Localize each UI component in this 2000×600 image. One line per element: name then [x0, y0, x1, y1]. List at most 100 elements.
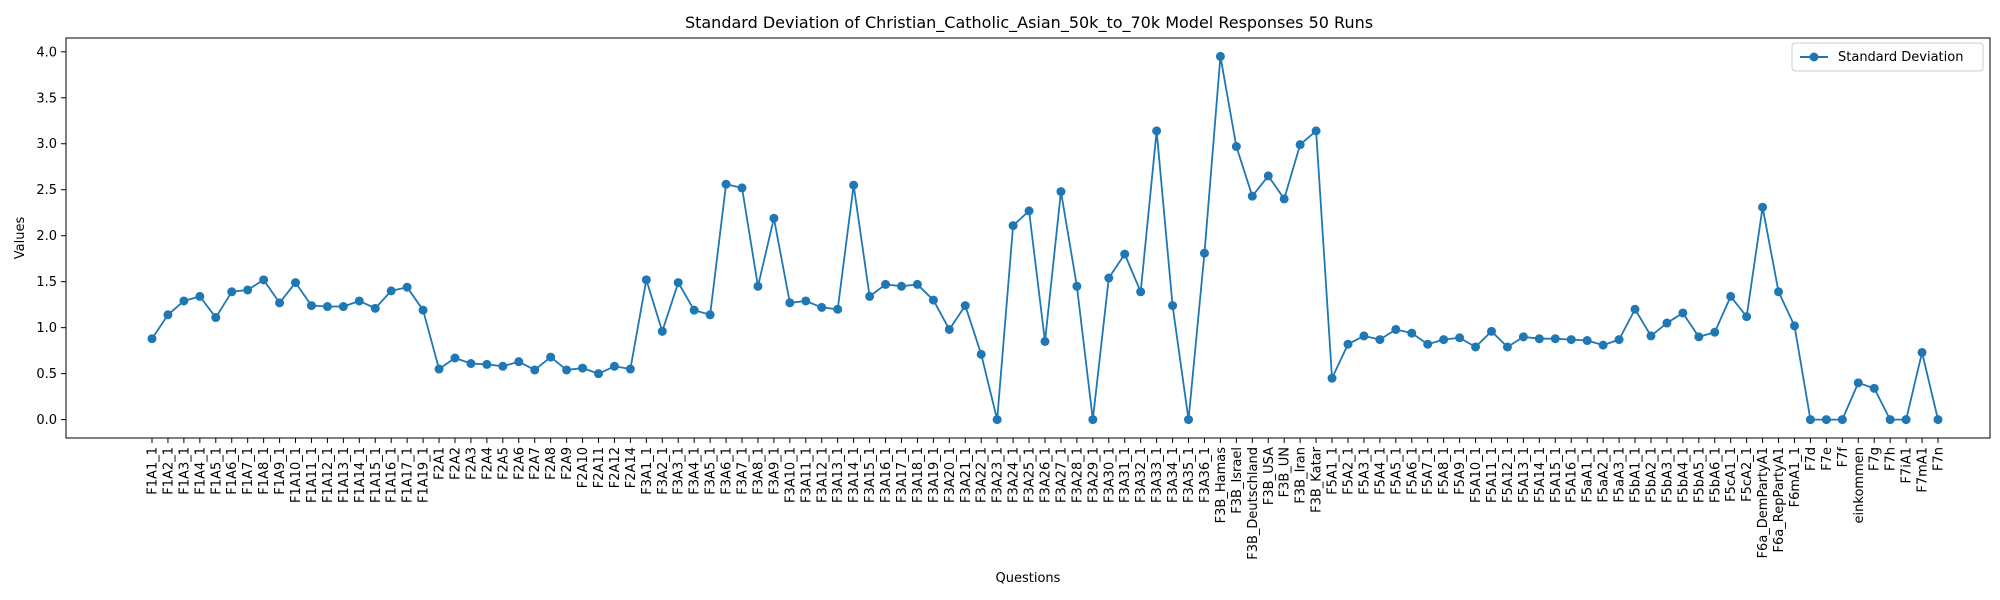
x-tick-label: F1A14_1 [353, 447, 368, 503]
data-point [1582, 336, 1592, 346]
data-point [1247, 191, 1257, 201]
data-point [195, 291, 205, 301]
y-tick-label: 3.5 [36, 91, 57, 106]
x-tick-label: F5A11_1 [1485, 447, 1500, 503]
data-point [625, 364, 635, 374]
x-tick-label: F3A7_1 [736, 447, 751, 495]
data-point [1407, 328, 1417, 338]
x-tick-label: F3A10_1 [783, 447, 798, 503]
data-point [1710, 327, 1720, 337]
data-point [1359, 331, 1369, 341]
data-point [1885, 415, 1895, 425]
x-tick-label: F1A7_1 [241, 447, 256, 495]
x-tick-label: F5A2_1 [1341, 447, 1356, 495]
x-tick-label: F3A33_1 [1150, 447, 1165, 503]
x-tick-label: F3B_Hamas [1214, 447, 1229, 524]
x-tick-label: F5A13_1 [1517, 447, 1532, 503]
x-tick-label: F2A1 [433, 447, 448, 480]
x-axis: F1A1_1 F1A2_1 F1A3_1 F1A4_1 F1A5_1 F1A6_1 F1A7… [146, 438, 1947, 560]
legend-box [1791, 42, 1984, 72]
x-tick-label: F5A10_1 [1469, 447, 1484, 503]
data-point [1040, 336, 1050, 346]
data-point [1487, 326, 1496, 336]
data-point [1263, 171, 1273, 181]
data-point [1391, 324, 1401, 334]
data-point [291, 278, 301, 288]
x-tick-label: F3A27_1 [1054, 447, 1069, 503]
x-tick-label: F5bA5_1 [1692, 447, 1707, 503]
x-tick-label: F3B_Iran [1294, 447, 1309, 504]
data-point [578, 363, 588, 373]
data-point [434, 364, 444, 374]
data-point [1742, 312, 1752, 322]
x-tick-label: F1A4_1 [193, 447, 208, 495]
y-tick-label: 2.5 [36, 183, 57, 198]
x-tick-label: F3B_UN [1278, 447, 1293, 497]
y-axis-label: Values [13, 217, 28, 260]
data-point [849, 180, 859, 190]
x-tick-label: F5cA2_1 [1740, 447, 1755, 502]
x-tick-label: F3A12_1 [815, 447, 830, 503]
data-point [1056, 187, 1066, 197]
data-point [609, 361, 619, 371]
x-tick-label: F3A21_1 [959, 447, 974, 503]
x-tick-label: F5A6_1 [1405, 447, 1420, 495]
data-point [450, 353, 460, 363]
x-tick-label: F7iA1 [1900, 447, 1915, 484]
data-point [1279, 194, 1289, 204]
data-point [976, 349, 986, 359]
data-point [227, 287, 237, 297]
x-tick-label: F7e [1820, 447, 1835, 471]
x-tick-label: F2A14 [624, 447, 639, 488]
x-tick-label: F3A32_1 [1134, 447, 1149, 503]
x-tick-label: F5aA2_1 [1597, 447, 1612, 503]
x-tick-label: F5A5_1 [1389, 447, 1404, 495]
data-point [1630, 304, 1640, 314]
data-point [801, 296, 811, 306]
data-point [370, 303, 380, 313]
data-point [514, 357, 524, 367]
y-tick-label: 1.0 [36, 321, 57, 336]
x-tick-label: F7mA1 [1916, 447, 1931, 493]
x-tick-label: F3A24_1 [1007, 447, 1022, 503]
x-tick-label: F6a_DemPartyA1 [1756, 447, 1771, 558]
data-point [259, 275, 269, 285]
x-tick-label: F5aA3_1 [1613, 447, 1628, 503]
x-tick-label: F3B_Katar [1310, 446, 1325, 512]
x-tick-label: F5A12_1 [1501, 447, 1516, 503]
data-point [1168, 301, 1178, 311]
x-tick-label: F3A16_1 [879, 447, 894, 503]
x-tick-label: F1A19_1 [417, 447, 432, 503]
y-tick-label: 0.0 [36, 413, 57, 428]
x-tick-label: F3A18_1 [911, 447, 926, 503]
x-tick-label: F5A8_1 [1437, 447, 1452, 495]
data-point [1088, 415, 1098, 425]
x-tick-label: F2A3 [464, 447, 479, 480]
data-point [402, 282, 412, 292]
x-tick-label: F3A28_1 [1070, 447, 1085, 503]
data-point [912, 279, 922, 289]
data-point [482, 359, 492, 369]
x-tick-label: F1A8_1 [257, 447, 272, 495]
data-point [1598, 340, 1608, 350]
data-point [896, 281, 906, 291]
x-tick-label: F5A1_1 [1326, 447, 1341, 495]
data-point [1008, 221, 1018, 231]
x-tick-label: F2A12 [608, 447, 623, 488]
data-point [1072, 281, 1082, 291]
data-point [1933, 415, 1943, 425]
x-tick-label: F1A5_1 [209, 447, 224, 495]
x-tick-label: F3A23_1 [991, 447, 1006, 503]
x-tick-label: F3A13_1 [831, 447, 846, 503]
data-point [1821, 415, 1831, 425]
x-tick-label: F3A1_1 [640, 447, 655, 495]
x-tick-label: F5bA1_1 [1629, 447, 1644, 503]
data-point [1295, 140, 1305, 150]
data-point [1662, 318, 1672, 328]
x-tick-label: F1A3_1 [177, 447, 192, 495]
x-tick-label: F3B_Israel [1230, 447, 1245, 514]
y-tick-label: 3.0 [36, 137, 57, 152]
x-tick-label: F1A6_1 [225, 447, 240, 495]
data-point [641, 275, 651, 285]
data-point [243, 285, 253, 295]
